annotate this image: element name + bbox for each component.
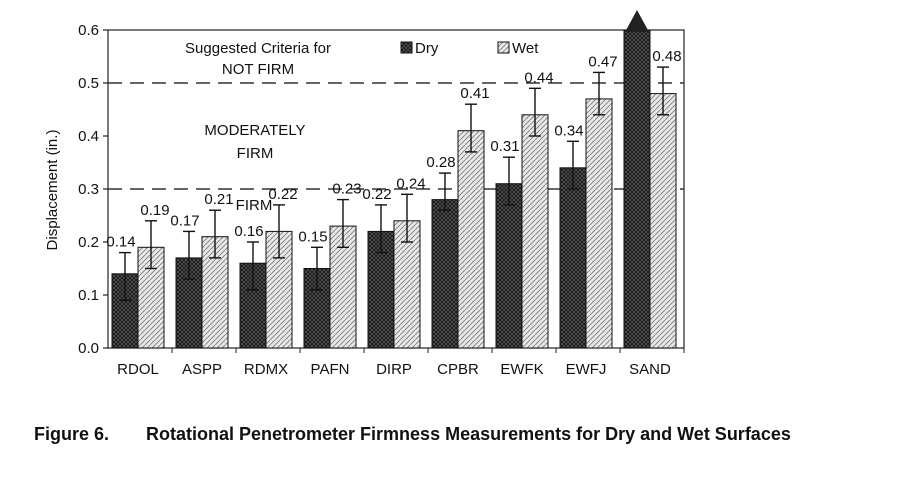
bar-wet-ewfk [521,114,549,349]
off-scale-arrow [625,10,649,32]
annotation-moderately-firm: FIRM [237,145,274,162]
figure-number: Figure 6. [34,424,110,444]
legend-label-wet: Wet [512,40,539,57]
data-label-wet: 0.41 [460,85,489,102]
y-tick-label: 0.3 [78,181,99,198]
x-tick-label: DIRP [376,361,412,378]
bar-dry-sand [623,29,651,349]
y-tick-label: 0.1 [78,287,99,304]
bar-dry-aspp [175,257,203,349]
legend-swatch-dry [400,41,413,54]
figure-title: Rotational Penetrometer Firmness Measure… [146,424,791,444]
data-label-dry: 0.34 [554,122,583,139]
data-label-dry: 0.15 [298,228,327,245]
data-label-dry: 0.17 [170,212,199,229]
data-label-wet: 0.22 [268,186,297,203]
data-label-wet: 0.24 [396,175,425,192]
bar-dry-ewfk [495,183,523,349]
x-tick-label: RDOL [117,361,159,378]
data-label-dry: 0.14 [106,234,135,251]
x-tick-label: EWFK [500,361,543,378]
data-label-dry: 0.22 [362,186,391,203]
y-axis-title: Displacement (in.) [44,130,61,251]
bar-wet-aspp [201,236,229,349]
y-tick-label: 0.2 [78,234,99,251]
annotation-firm: FIRM [236,197,273,214]
data-label-dry: 0.31 [490,138,519,155]
data-label-wet: 0.47 [588,53,617,70]
legend: Dry Wet [400,40,539,57]
data-label-wet: 0.44 [524,69,553,86]
x-tick-label: PAFN [311,361,350,378]
y-tick-label: 0.4 [78,128,99,145]
y-tick-label: 0.0 [78,340,99,357]
bar-dry-ewfj [559,167,587,349]
data-label-dry: 0.28 [426,154,455,171]
x-tick-label: EWFJ [566,361,607,378]
x-tick-label: CPBR [437,361,479,378]
annotation-suggested-criteria: Suggested Criteria for [185,40,331,57]
bar-wet-ewfj [585,98,613,349]
x-tick-label: RDMX [244,361,288,378]
bar-wet-pafn [329,225,357,349]
data-label-wet: 0.48 [652,48,681,65]
data-label-wet: 0.19 [140,202,169,219]
bar-wet-sand [649,93,677,349]
figure-caption: Figure 6. Rotational Penetrometer Firmnes… [34,424,791,445]
data-label-wet: 0.21 [204,191,233,208]
x-tick-label: SAND [629,361,671,378]
annotation-not-firm: NOT FIRM [222,61,294,78]
x-tick-label: ASPP [182,361,222,378]
legend-swatch-wet [497,41,510,54]
data-label-dry: 0.16 [234,223,263,240]
annotation-moderately: MODERATELY [204,122,305,139]
legend-label-dry: Dry [415,40,439,57]
y-tick-label: 0.6 [78,22,99,39]
bar-dry-cpbr [431,199,459,349]
data-label-wet: 0.23 [332,181,361,198]
displacement-chart: 0.140.190.170.210.160.220.150.23 0.220.24… [44,10,685,378]
y-tick-label: 0.5 [78,75,99,92]
bar-wet-cpbr [457,130,485,349]
